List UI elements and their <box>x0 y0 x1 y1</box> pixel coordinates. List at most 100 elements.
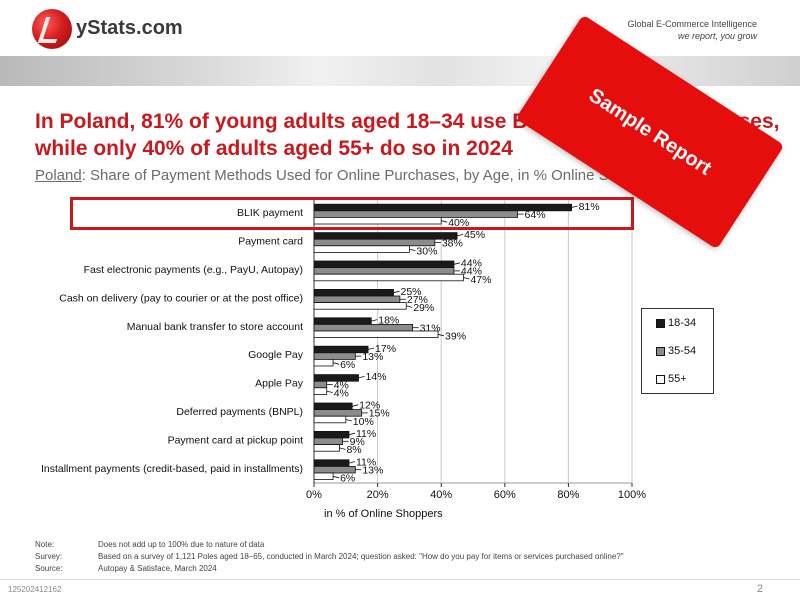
data-label-leader <box>367 347 375 350</box>
x-tick-label: 100% <box>618 489 646 501</box>
bar <box>313 437 344 445</box>
data-label-leader <box>371 319 378 322</box>
data-label: 15% <box>369 408 390 420</box>
data-label-leader <box>393 290 400 294</box>
category-label: BLIK payment <box>237 207 303 219</box>
category-label: Cash on delivery (pay to courier or at t… <box>59 292 303 304</box>
data-label: 11% <box>356 456 376 468</box>
bar <box>313 295 401 303</box>
bar <box>313 444 340 452</box>
data-label-leader <box>345 419 352 422</box>
bar <box>313 267 455 275</box>
bar <box>313 273 464 282</box>
data-label: 30% <box>416 245 437 257</box>
data-label: 12% <box>359 400 380 412</box>
bar <box>313 459 350 467</box>
x-tick-label: 0% <box>306 489 322 501</box>
page-number: 2 <box>756 583 763 595</box>
data-label: 18% <box>378 314 399 326</box>
data-label-leader <box>358 376 365 379</box>
bar <box>313 288 394 297</box>
category-label: Apple Pay <box>255 378 304 390</box>
data-label: 4% <box>334 387 349 399</box>
bar <box>313 345 369 354</box>
x-tick-label: 60% <box>494 489 516 501</box>
data-label-leader <box>348 461 356 464</box>
legend-label-55-plus: 55+ <box>668 373 687 385</box>
bar <box>313 232 458 240</box>
data-label: 6% <box>340 359 355 371</box>
data-label: 4% <box>334 379 349 391</box>
data-label-leader <box>453 262 461 265</box>
data-label-leader <box>437 333 445 337</box>
legend-swatch-55-plus <box>656 375 665 384</box>
data-label: 14% <box>366 371 387 383</box>
data-label: 11% <box>356 428 376 440</box>
chart-legend: 18-34 35-54 55+ <box>641 308 714 394</box>
category-label: Google Pay <box>248 349 304 361</box>
tagline-line-1: Global E-Commerce Intelligence <box>627 19 757 29</box>
data-label-leader <box>332 362 340 365</box>
data-label: 45% <box>464 229 485 241</box>
data-label-leader <box>409 248 416 251</box>
data-label: 13% <box>362 465 383 477</box>
data-label: 47% <box>470 274 491 286</box>
data-label-leader <box>463 277 470 280</box>
data-label: 40% <box>448 217 469 229</box>
legend-label-35-54: 35-54 <box>668 345 697 357</box>
tagline-line-2: we report, you grow <box>677 31 757 41</box>
footer-divider <box>0 579 800 580</box>
source-key: Source: <box>35 564 63 573</box>
legend-swatch-35-54 <box>656 347 665 356</box>
data-label: 6% <box>340 473 355 485</box>
data-label: 13% <box>362 351 383 363</box>
subtitle-text: : Share of Payment Methods Used for Onli… <box>81 167 663 184</box>
logo[interactable]: yStats.com <box>32 9 232 51</box>
header: yStats.com Global E-Commerce Intelligenc… <box>0 0 800 86</box>
bar <box>313 415 347 424</box>
tagline: Global E-Commerce Intelligence we report… <box>627 18 757 42</box>
data-label-leader <box>352 404 359 407</box>
x-tick-label: 40% <box>430 489 452 501</box>
category-label: Manual bank transfer to store account <box>127 321 303 333</box>
data-label-leader <box>441 220 448 223</box>
data-label: 8% <box>346 444 361 456</box>
bar <box>313 317 372 325</box>
data-label-leader <box>457 234 464 237</box>
data-label: 17% <box>375 343 396 355</box>
data-label: 44% <box>461 266 482 278</box>
highlight-box <box>70 197 634 230</box>
data-label: 25% <box>401 286 422 298</box>
bar <box>313 472 334 480</box>
legend-label-18-34: 18-34 <box>668 317 697 329</box>
data-label: 10% <box>353 416 374 428</box>
category-label: Payment card <box>238 236 303 248</box>
data-label: 27% <box>407 294 428 306</box>
bar <box>313 260 455 268</box>
survey-value: Based on a survey of 1,121 Poles aged 18… <box>98 552 624 561</box>
bar <box>313 430 350 439</box>
bar <box>313 380 328 389</box>
logo-text: yStats.com <box>76 17 183 39</box>
source-value: Autopay & Satisface, March 2024 <box>98 564 217 573</box>
data-label: 39% <box>445 331 466 343</box>
bar <box>313 330 439 338</box>
chart-subtitle: Poland: Share of Payment Methods Used fo… <box>35 167 795 184</box>
bar <box>313 323 413 332</box>
bar <box>313 245 410 253</box>
data-label: 9% <box>350 436 365 448</box>
x-tick-label: 80% <box>557 489 579 501</box>
data-label: 29% <box>413 302 434 314</box>
bar <box>313 402 353 410</box>
data-label-leader <box>326 390 333 393</box>
x-tick-label: 20% <box>367 489 389 501</box>
document-id: 125202412162 <box>8 585 62 594</box>
bar <box>313 358 334 367</box>
legend-swatch-18-34 <box>656 319 665 328</box>
data-label-leader <box>406 305 413 308</box>
survey-key: Survey: <box>35 552 63 561</box>
bar-chart: 0% 20% 40% 60% 80% 100% BLIK payment 81% 64% 40% P… <box>41 198 646 501</box>
category-label: Fast electronic payments (e.g., PayU, Au… <box>84 264 303 276</box>
data-label-leader <box>332 475 340 479</box>
data-label-leader <box>348 432 356 436</box>
